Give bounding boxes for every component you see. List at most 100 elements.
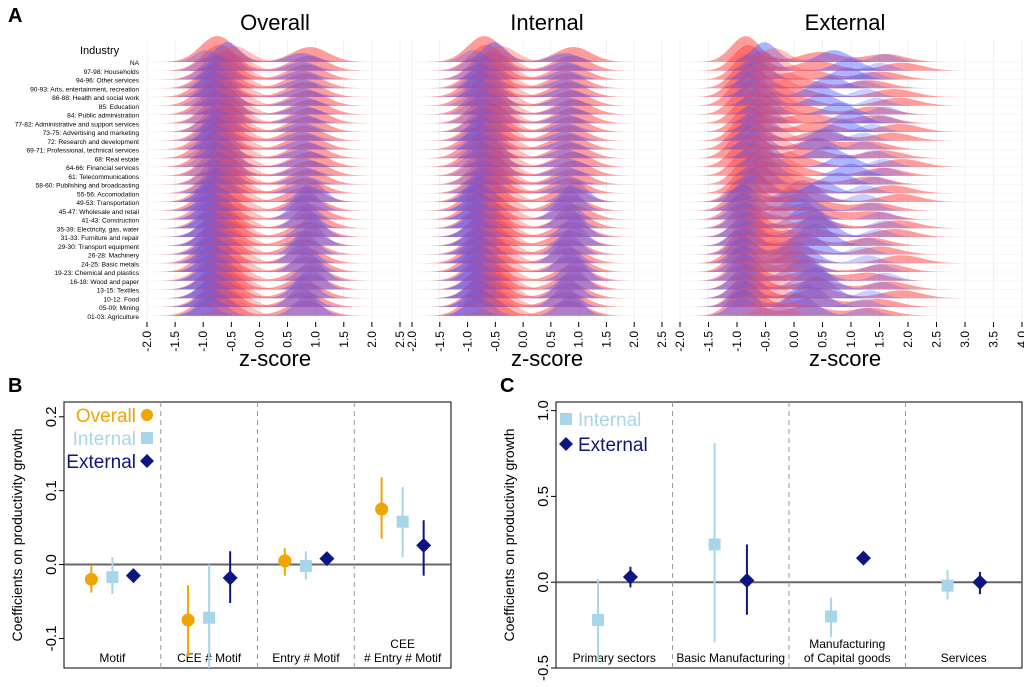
industry-label: 86-88: Health and social work xyxy=(52,95,140,102)
ridge-blue xyxy=(147,50,400,62)
group-label: of Capital goods xyxy=(804,651,891,665)
tick-label: 0.0 xyxy=(787,331,801,348)
industry-label: 19-23: Chemical and plastics xyxy=(54,270,139,277)
ridge-red xyxy=(412,88,662,115)
panel-label: C xyxy=(500,375,514,397)
ridge-blue xyxy=(412,50,662,71)
ridge-blue xyxy=(412,164,662,185)
industry-label: 45-47: Wholesale and retail xyxy=(59,209,140,216)
ridge-blue xyxy=(412,173,662,194)
ridge-red xyxy=(147,273,400,290)
ridge-red xyxy=(412,211,662,237)
axis-label-zscore: z-score xyxy=(239,346,311,371)
group-label: Services xyxy=(941,651,987,665)
ridge-red xyxy=(147,142,400,159)
ridge-red xyxy=(412,106,662,132)
industry-header: Industry xyxy=(80,45,120,57)
ridge-red xyxy=(147,194,400,211)
tick-label: 1.5 xyxy=(599,331,613,348)
ridge-red xyxy=(412,132,662,159)
group-label: Primary sectors xyxy=(573,651,656,665)
ridge-blue xyxy=(680,42,1022,62)
ridge-red xyxy=(147,123,400,150)
tick-label: 1.5 xyxy=(873,331,887,348)
point-overall xyxy=(84,572,98,586)
ridge-blue xyxy=(680,250,1022,272)
ridge-blue xyxy=(680,194,1022,202)
tick-label: -1.0 xyxy=(730,331,744,352)
ridge-red xyxy=(412,228,662,255)
ridge-blue xyxy=(147,85,400,106)
ridge-red xyxy=(147,62,400,89)
ridge-red xyxy=(147,107,400,124)
panel-a-ridgeline-charts: Industry NA 97-98: Households 94-96: Other … xyxy=(15,10,1024,371)
legend-label-external: External xyxy=(66,452,136,473)
ridge-red xyxy=(680,184,1022,211)
ridge-red xyxy=(680,236,1022,264)
ridge-red xyxy=(680,228,1022,255)
point-internal xyxy=(592,613,605,626)
tick-label: 0.0 xyxy=(252,331,266,348)
tick-label: -2.0 xyxy=(673,331,687,352)
industry-label: 24-25: Basic metals xyxy=(81,261,140,268)
ridge-blue xyxy=(412,112,662,132)
ridge-blue xyxy=(412,59,662,80)
industry-label: 29-30: Transport equipment xyxy=(58,244,139,251)
ridge-blue xyxy=(680,120,1022,141)
ridge-red xyxy=(412,272,662,299)
industry-label: NA xyxy=(130,60,140,67)
ridge-blue xyxy=(147,147,400,167)
legend-marker xyxy=(141,409,153,421)
ridge-blue xyxy=(412,42,662,62)
ridge-red xyxy=(412,62,662,89)
point-external xyxy=(416,537,432,553)
ridge-blue xyxy=(412,147,662,167)
group-label: # Entry # Motif xyxy=(364,651,442,665)
tick-label: 1.5 xyxy=(337,331,351,348)
tick-label: -0.5 xyxy=(224,331,238,352)
ridge-red xyxy=(147,71,400,97)
ridge-red xyxy=(147,272,400,299)
ridge-red xyxy=(412,219,662,246)
tick-label: -1.5 xyxy=(702,331,716,352)
ridge-red xyxy=(680,123,1022,150)
ridge-red xyxy=(147,151,400,167)
ridge-red xyxy=(147,219,400,246)
ridge-red xyxy=(147,186,400,202)
industry-label: 94-96: Other services xyxy=(76,78,140,85)
industry-label: 61: Telecommunications xyxy=(68,174,139,181)
tick-label: -1.5 xyxy=(433,331,447,352)
y-tick-label: -0.1 xyxy=(43,626,60,652)
y-tick-label: -0.5 xyxy=(535,655,552,681)
ridge-red xyxy=(680,202,1022,229)
ridge-blue xyxy=(680,80,1022,89)
ridge-red xyxy=(412,246,662,272)
ridge-red xyxy=(147,281,400,307)
ridge-red xyxy=(412,44,662,71)
legend-marker xyxy=(559,437,573,451)
ridge-blue xyxy=(680,150,1022,159)
ridge-red xyxy=(680,36,1022,62)
industry-label: 73-75: Advertising and marketing xyxy=(43,130,140,137)
ridge-red xyxy=(412,53,662,80)
ridge-blue xyxy=(412,50,662,62)
tick-label: 1.0 xyxy=(844,331,858,348)
y-tick-label: 0.0 xyxy=(43,554,60,575)
point-external xyxy=(972,574,988,590)
ridge-red xyxy=(680,210,1022,237)
ridge-blue xyxy=(412,77,662,97)
ridge-red xyxy=(680,48,1022,62)
ridge-red xyxy=(680,140,1022,167)
ridge-blue xyxy=(147,164,400,185)
tick-label: 2.0 xyxy=(901,331,915,348)
ridge-blue xyxy=(680,132,1022,141)
point-overall xyxy=(375,502,389,516)
ridge-red xyxy=(680,176,1022,202)
legend-label-overall: Overall xyxy=(76,406,136,427)
ridge-red xyxy=(680,88,1022,115)
ridge-red xyxy=(680,272,1022,299)
legend-marker xyxy=(141,432,153,444)
ridge-red xyxy=(412,71,662,97)
y-tick-label: 0.5 xyxy=(535,486,552,507)
ridge-blue xyxy=(412,94,662,115)
